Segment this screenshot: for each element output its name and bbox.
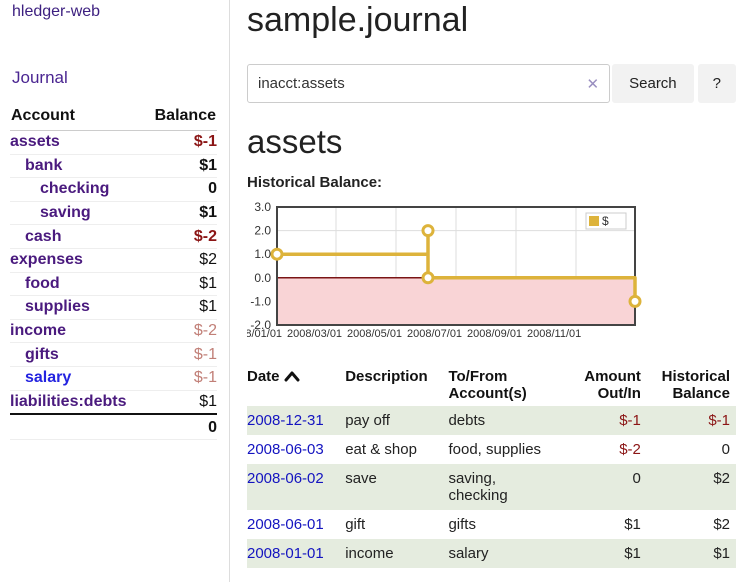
svg-text:2008/07/01: 2008/07/01 <box>407 328 462 340</box>
svg-text:1.0: 1.0 <box>254 247 271 261</box>
svg-text:0.0: 0.0 <box>254 271 271 285</box>
svg-text:3.0: 3.0 <box>254 201 271 214</box>
svg-text:2008/05/01: 2008/05/01 <box>347 328 402 340</box>
svg-text:2008/11/01: 2008/11/01 <box>527 328 581 340</box>
svg-text:2008/01/01: 2008/01/01 <box>247 328 282 340</box>
svg-text:-1.0: -1.0 <box>250 294 271 308</box>
svg-text:2008/03/01: 2008/03/01 <box>287 328 342 340</box>
svg-text:2.0: 2.0 <box>254 224 271 238</box>
svg-text:2008/09/01: 2008/09/01 <box>467 328 522 340</box>
svg-text:$: $ <box>602 214 609 228</box>
